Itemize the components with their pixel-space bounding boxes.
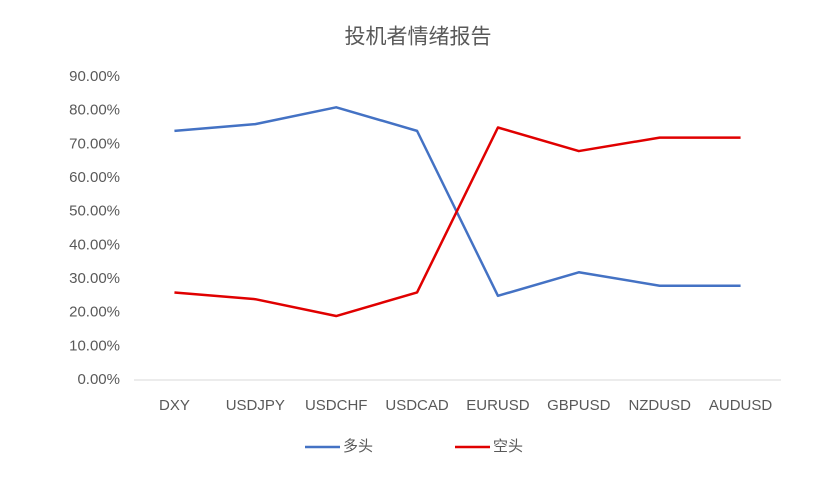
y-tick-label: 20.00%	[69, 304, 120, 321]
x-tick-label: USDCHF	[305, 397, 368, 414]
legend-label: 空头	[493, 438, 523, 455]
x-tick-label: USDCAD	[385, 397, 449, 414]
x-tick-label: GBPUSD	[547, 397, 611, 414]
x-tick-label: NZDUSD	[628, 397, 691, 414]
y-tick-label: 50.00%	[69, 203, 120, 220]
y-tick-label: 0.00%	[77, 371, 120, 388]
y-tick-label: 30.00%	[69, 270, 120, 287]
chart-title: 投机者情绪报告	[345, 26, 492, 49]
x-tick-label: EURUSD	[466, 397, 530, 414]
y-tick-label: 80.00%	[69, 102, 120, 119]
x-tick-label: AUDUSD	[709, 397, 773, 414]
series-line	[174, 106, 741, 298]
legend-label: 多头	[343, 438, 373, 455]
y-tick-label: 70.00%	[69, 135, 120, 152]
series-line	[174, 126, 741, 318]
y-tick-label: 90.00%	[69, 68, 120, 85]
x-tick-label: DXY	[159, 397, 190, 414]
y-tick-label: 60.00%	[69, 169, 120, 186]
y-tick-label: 40.00%	[69, 236, 120, 253]
x-tick-label: USDJPY	[226, 397, 285, 414]
y-tick-label: 10.00%	[69, 337, 120, 354]
